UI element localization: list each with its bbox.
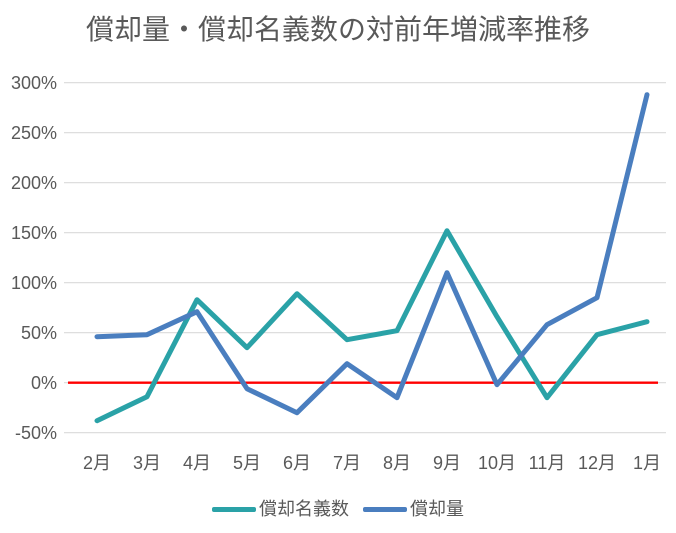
legend: 償却名義数 償却量: [0, 494, 676, 524]
y-tick-label: 100%: [10, 272, 57, 293]
legend-line-icon: [212, 506, 256, 512]
x-tick-label: 6月: [282, 453, 311, 473]
legend-item-1: 償却名義数: [212, 498, 349, 520]
legend-item-2: 償却量: [363, 498, 464, 520]
y-tick-label: -50%: [14, 422, 57, 443]
chart-title: 償却量・償却名義数の対前年増減率推移: [85, 14, 590, 45]
series-line-1: [94, 228, 650, 424]
x-tick-label: 2月: [82, 453, 111, 473]
legend-label: 償却量: [410, 499, 464, 519]
y-tick-label: 200%: [10, 172, 57, 193]
x-tick-label: 11月: [528, 453, 566, 473]
x-tick-label: 4月: [182, 453, 211, 473]
x-tick-label: 12月: [577, 453, 617, 473]
legend-label: 償却名義数: [259, 499, 349, 519]
x-tick-label: 8月: [382, 453, 411, 473]
x-tick-label: 9月: [432, 453, 461, 473]
y-tick-label: 50%: [20, 322, 57, 343]
y-tick-label: 0%: [30, 372, 57, 393]
series-line-2: [94, 92, 650, 416]
x-tick-label: 7月: [332, 453, 361, 473]
x-tick-label: 1月: [632, 453, 661, 473]
legend-line-icon: [363, 506, 407, 512]
x-tick-label: 10月: [477, 453, 517, 473]
y-tick-label: 300%: [10, 72, 57, 93]
x-tick-label: 5月: [232, 453, 261, 473]
y-tick-label: 150%: [10, 222, 57, 243]
x-tick-label: 3月: [132, 453, 161, 473]
y-tick-label: 250%: [10, 122, 57, 143]
